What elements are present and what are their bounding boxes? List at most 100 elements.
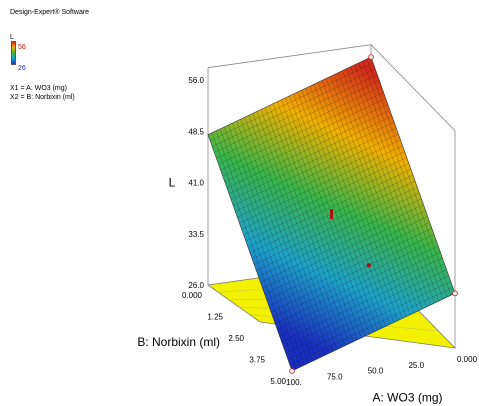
z-axis-title: L — [169, 176, 176, 190]
surface-mesh-line — [334, 74, 419, 311]
surface-mesh-line — [212, 68, 376, 147]
surface-mesh-line — [211, 132, 297, 370]
surface-mesh-line — [235, 133, 399, 212]
design-point — [452, 290, 458, 297]
surface-mesh-line — [230, 121, 395, 200]
z-tick-label: 26.0 — [188, 281, 204, 290]
a-tick-label: 0.000 — [457, 355, 478, 364]
legend-variable-label: L — [10, 34, 14, 41]
surface-mesh-line — [237, 139, 401, 218]
surface-mesh-line — [224, 104, 388, 183]
surface-mesh-line — [358, 62, 444, 300]
surface-mesh-line — [305, 87, 391, 325]
surface-mesh-line — [275, 245, 439, 324]
response-surface — [207, 54, 458, 374]
surface-mesh-line — [244, 117, 329, 354]
surface-mesh-line — [228, 124, 313, 362]
surface-mesh-line — [251, 180, 416, 259]
b-tick-label: 5.00 — [270, 377, 286, 386]
design-point — [366, 263, 371, 268]
surface-mesh-line — [285, 275, 449, 354]
surface-mesh-line — [366, 58, 452, 296]
surface-mesh-line — [346, 68, 431, 306]
surface-mesh-line — [297, 91, 382, 329]
axis-ticks: 26.0 33.5 41.0 48.5 56.0 0.000 1.25 2.50 3.75 5.0… — [182, 76, 478, 387]
surface-mesh-line — [289, 287, 454, 366]
surface-mesh-line — [245, 163, 409, 242]
a-axis-title: A: WO3 (mg) — [372, 391, 442, 405]
surface-mesh-line — [232, 122, 317, 360]
legend-min-label: 26 — [18, 65, 26, 72]
surface-mesh-line — [236, 120, 321, 358]
surface-mesh-line — [215, 130, 301, 368]
software-title: Design-Expert® Software — [10, 9, 90, 16]
surface-mesh-line — [285, 97, 370, 335]
factor-x1-label: X1 = A: WO3 (mg) — [10, 85, 67, 92]
surface-mesh-line — [256, 111, 342, 348]
surface-mesh-line — [216, 80, 380, 159]
surface-mesh-line — [283, 269, 447, 348]
surface-mesh-line — [362, 60, 448, 298]
surface-mesh-line — [338, 72, 423, 309]
a-tick-label: 75.0 — [327, 372, 343, 381]
surface-mesh-line — [224, 126, 309, 364]
surface-mesh-line — [260, 204, 424, 283]
design-point — [368, 54, 374, 60]
surface-mesh-line — [248, 115, 333, 352]
design-point — [289, 368, 295, 374]
surface-mesh-line — [317, 82, 403, 319]
surface-mesh-line — [268, 228, 433, 307]
surface-mesh-line — [239, 145, 403, 224]
surface-mesh-line — [247, 169, 412, 248]
surface-mesh-line — [254, 186, 418, 265]
axis-titles: L B: Norbixin (ml) A: WO3 (mg) — [137, 176, 442, 405]
surface-mesh-line — [272, 103, 358, 341]
surface-mesh-line — [233, 127, 397, 206]
z-tick-label: 33.5 — [188, 230, 204, 239]
surface-mesh-line — [309, 86, 395, 323]
surface-mesh-line — [354, 64, 439, 302]
surface-mesh-line — [272, 239, 437, 319]
surface-mesh-line — [321, 80, 407, 317]
surface-mesh-line — [281, 263, 445, 342]
surface-mesh-line — [287, 281, 451, 360]
surface-mesh-line — [252, 113, 338, 350]
factor-x2-label: X2 = B: Norbixin (ml) — [10, 94, 75, 101]
surface-mesh-line — [277, 251, 441, 330]
surface-mesh-line — [243, 157, 407, 236]
surface-mesh-line — [330, 76, 415, 313]
surface-mesh-line — [219, 128, 305, 366]
surface-mesh-line — [268, 105, 354, 342]
surface-mesh-line — [260, 109, 346, 346]
surface-mesh-line — [281, 99, 366, 337]
surface-mesh-line — [264, 107, 350, 344]
b-tick-label: 2.50 — [228, 334, 244, 343]
surface-mesh-line — [258, 198, 422, 277]
surface-mesh-line — [277, 101, 362, 339]
surface-mesh-line — [325, 78, 411, 315]
a-tick-label: 50.0 — [368, 367, 384, 376]
surface-mesh-line — [266, 222, 430, 301]
z-tick-label: 56.0 — [188, 76, 204, 85]
surface-mesh-line — [241, 151, 405, 230]
b-axis-title: B: Norbixin (ml) — [137, 335, 220, 349]
legend-color-bar — [11, 41, 16, 65]
surface-mesh-line — [262, 210, 426, 289]
surface-mesh-line — [222, 98, 386, 177]
surface-mesh-line — [270, 234, 435, 313]
a-tick-label: 25.0 — [408, 361, 424, 370]
b-tick-label: 0.000 — [182, 291, 203, 300]
surface-mesh-line — [313, 84, 399, 321]
b-tick-label: 1.25 — [207, 313, 223, 322]
surface-mesh-line — [279, 257, 443, 336]
z-tick-label: 41.0 — [188, 179, 204, 188]
surface-mesh-line — [228, 115, 393, 194]
legend-max-label: 56 — [18, 44, 26, 51]
surface-mesh-line — [214, 74, 378, 153]
surface-mesh-line — [342, 70, 427, 308]
surface-mesh-line — [301, 89, 386, 327]
surface-mesh-line — [350, 66, 435, 304]
b-tick-label: 3.75 — [249, 356, 265, 365]
surface-mesh-line — [264, 216, 428, 295]
